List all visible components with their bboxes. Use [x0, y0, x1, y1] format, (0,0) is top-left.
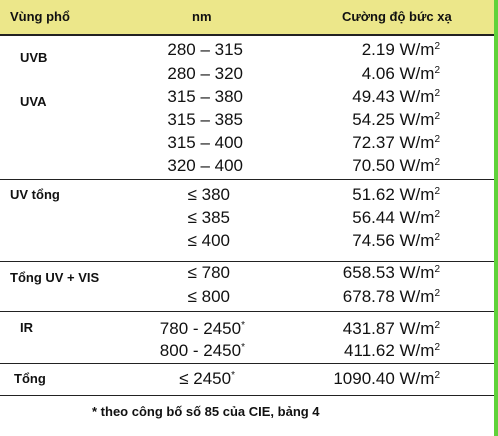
row-value-text: 658.53 W/m — [342, 263, 435, 282]
row-value-unit-exponent: 2 — [434, 264, 440, 275]
row-value: 74.56 W/m2 — [300, 231, 440, 251]
row-nm-text: 280 – 315 — [167, 40, 243, 59]
row-nm-text: ≤ 780 — [187, 263, 230, 282]
row-nm-footnote-mark: * — [241, 342, 245, 353]
row-value-text: 56.44 W/m — [352, 208, 435, 227]
header-region: Vùng phổ — [10, 9, 70, 24]
row-value: 49.43 W/m2 — [300, 87, 440, 107]
row-value-unit-exponent: 2 — [434, 111, 440, 122]
row-value: 51.62 W/m2 — [300, 185, 440, 205]
row-value-text: 1090.40 W/m — [333, 369, 435, 388]
row-nm: 280 – 320 — [123, 64, 243, 84]
row-value: 658.53 W/m2 — [300, 263, 440, 283]
row-nm-text: ≤ 2450 — [179, 369, 232, 388]
row-nm: 315 – 380 — [123, 87, 243, 107]
row-nm: ≤ 380 — [110, 185, 230, 205]
group-ir: IR — [20, 320, 33, 335]
footnote: * theo công bố số 85 của CIE, bảng 4 — [92, 404, 320, 419]
row-nm-text: 780 - 2450 — [159, 319, 242, 338]
row-nm: ≤ 400 — [110, 231, 230, 251]
row-nm-text: 315 – 385 — [167, 110, 243, 129]
row-value-text: 431.87 W/m — [342, 319, 435, 338]
row-nm: 800 - 2450* — [125, 341, 245, 361]
row-nm: 320 – 400 — [123, 156, 243, 176]
group-uv-total: UV tổng — [10, 187, 60, 202]
header-nm: nm — [192, 9, 212, 24]
row-value-unit-exponent: 2 — [434, 157, 440, 168]
row-value-text: 54.25 W/m — [352, 110, 435, 129]
row-value-text: 72.37 W/m — [352, 133, 435, 152]
row-value-unit-exponent: 2 — [434, 134, 440, 145]
row-value: 56.44 W/m2 — [300, 208, 440, 228]
row-nm-text: ≤ 400 — [187, 231, 230, 250]
row-nm-footnote-mark: * — [231, 370, 235, 381]
row-nm-text: ≤ 385 — [187, 208, 230, 227]
group-total: Tổng — [14, 371, 46, 386]
header-irradiance: Cường độ bức xạ — [342, 9, 452, 24]
group-uva: UVA — [20, 94, 47, 109]
row-nm-text: ≤ 800 — [187, 287, 230, 306]
row-value: 1090.40 W/m2 — [300, 369, 440, 389]
row-nm: 280 – 315 — [123, 40, 243, 60]
divider-uv-total — [0, 179, 494, 180]
row-value: 4.06 W/m2 — [300, 64, 440, 84]
table-header — [0, 0, 494, 34]
row-value-unit-exponent: 2 — [434, 41, 440, 52]
row-value-text: 74.56 W/m — [352, 231, 435, 250]
row-value-unit-exponent: 2 — [434, 342, 440, 353]
row-value: 2.19 W/m2 — [300, 40, 440, 60]
row-value-unit-exponent: 2 — [434, 209, 440, 220]
row-value-unit-exponent: 2 — [434, 320, 440, 331]
row-nm-text: 280 – 320 — [167, 64, 243, 83]
row-value-text: 411.62 W/m — [344, 341, 435, 360]
row-nm-text: ≤ 380 — [187, 185, 230, 204]
row-value-unit-exponent: 2 — [434, 65, 440, 76]
row-value: 54.25 W/m2 — [300, 110, 440, 130]
divider-uv-vis — [0, 261, 494, 262]
row-value-text: 51.62 W/m — [352, 185, 435, 204]
row-nm-text: 315 – 380 — [167, 87, 243, 106]
row-nm: ≤ 780 — [110, 263, 230, 283]
row-value-text: 70.50 W/m — [352, 156, 435, 175]
row-nm: ≤ 385 — [110, 208, 230, 228]
row-value: 411.62 W/m2 — [300, 341, 440, 361]
row-value-unit-exponent: 2 — [434, 288, 440, 299]
row-nm: 315 – 400 — [123, 133, 243, 153]
row-value-unit-exponent: 2 — [434, 232, 440, 243]
row-nm-text: 320 – 400 — [167, 156, 243, 175]
divider-footer — [0, 395, 494, 396]
row-value-unit-exponent: 2 — [434, 370, 440, 381]
row-value-unit-exponent: 2 — [434, 88, 440, 99]
row-value-text: 4.06 W/m — [361, 64, 435, 83]
group-uv-vis: Tổng UV + VIS — [10, 270, 100, 285]
row-value: 70.50 W/m2 — [300, 156, 440, 176]
row-value-text: 2.19 W/m — [361, 40, 435, 59]
row-nm: ≤ 2450* — [115, 369, 235, 389]
row-nm: 315 – 385 — [123, 110, 243, 130]
header-divider — [0, 34, 494, 36]
row-value-unit-exponent: 2 — [434, 186, 440, 197]
row-value: 678.78 W/m2 — [300, 287, 440, 307]
group-uvb: UVB — [20, 50, 48, 65]
row-value: 431.87 W/m2 — [300, 319, 440, 339]
divider-ir — [0, 311, 494, 312]
row-nm-text: 800 - 2450 — [159, 341, 242, 360]
row-value: 72.37 W/m2 — [300, 133, 440, 153]
row-nm: 780 - 2450* — [125, 319, 245, 339]
divider-total — [0, 363, 494, 364]
row-nm-text: 315 – 400 — [167, 133, 243, 152]
row-nm: ≤ 800 — [110, 287, 230, 307]
row-value-text: 49.43 W/m — [352, 87, 435, 106]
row-value-text: 678.78 W/m — [342, 287, 435, 306]
row-nm-footnote-mark: * — [241, 320, 245, 331]
